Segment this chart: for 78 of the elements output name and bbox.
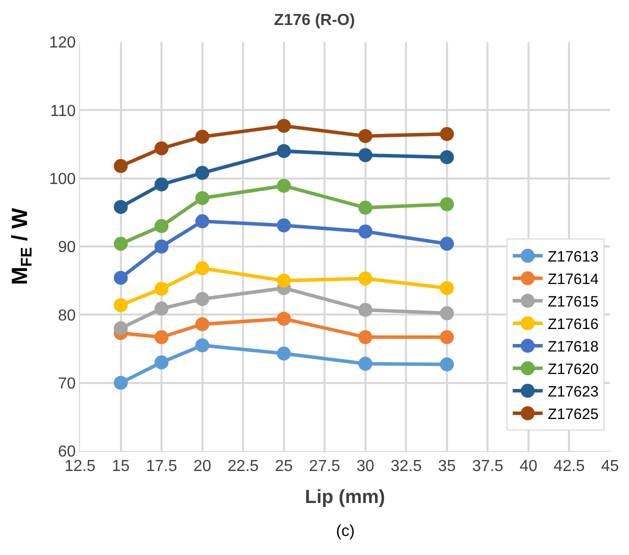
x-tick-label: 17.5 (146, 458, 178, 476)
point (154, 219, 169, 234)
legend-label: Z17615 (548, 294, 599, 311)
point (195, 191, 210, 206)
point (440, 281, 454, 296)
legend-label: Z17613 (548, 248, 599, 266)
point (154, 330, 169, 344)
x-tick-label: 15 (112, 458, 130, 476)
x-tick-label: 30 (356, 458, 374, 476)
point (154, 355, 169, 370)
point (440, 197, 454, 212)
point (276, 218, 291, 232)
point (114, 321, 128, 336)
x-axis-title: Lip (mm) (304, 487, 386, 508)
point (276, 346, 291, 361)
point (195, 166, 210, 180)
x-tick-label: 27.5 (309, 458, 340, 476)
point (358, 330, 372, 344)
x-tick-label: 45 (601, 458, 619, 476)
x-tick-label: 32.5 (390, 458, 422, 476)
point (114, 200, 128, 214)
legend-label: Z17620 (548, 361, 599, 378)
y-tick-label: 100 (49, 170, 76, 188)
point (358, 200, 372, 215)
point (440, 330, 454, 344)
y-tick-label: 80 (58, 307, 76, 324)
legend-label: Z17625 (548, 406, 599, 424)
point (276, 144, 291, 158)
point (154, 302, 169, 316)
point (154, 141, 169, 156)
y-tick-label: 60 (58, 444, 76, 461)
point (154, 240, 169, 254)
point (276, 118, 291, 133)
y-tick-label: 70 (58, 375, 76, 392)
y-tick-label: 120 (49, 34, 76, 52)
point (195, 292, 210, 306)
point (276, 312, 291, 326)
point (358, 356, 372, 371)
chart-title: Z176 (R-O) (274, 12, 355, 30)
x-tick-label: 40 (520, 458, 538, 476)
x-tick-label: 20 (193, 458, 212, 476)
legend-label: Z17618 (548, 338, 599, 356)
x-tick-label: 42.5 (554, 458, 585, 476)
y-tick-label: 90 (58, 239, 76, 256)
point (440, 127, 454, 142)
legend-label: Z17616 (548, 316, 599, 334)
point (440, 357, 454, 372)
x-tick-label: 37.5 (472, 458, 504, 476)
point (154, 177, 169, 192)
point (440, 236, 454, 251)
point (358, 302, 372, 317)
point (440, 150, 454, 164)
point (358, 148, 372, 162)
x-tick-label: 12.5 (64, 458, 96, 476)
point (154, 282, 169, 296)
point (195, 261, 210, 276)
point (358, 129, 372, 144)
point (195, 130, 210, 144)
point (114, 298, 128, 312)
point (195, 317, 210, 332)
point (358, 224, 372, 238)
point (195, 338, 210, 352)
point (276, 274, 291, 288)
point (358, 272, 372, 286)
x-tick-label: 35 (438, 458, 456, 476)
x-tick-label: 25 (274, 458, 293, 476)
point (440, 306, 454, 320)
legend-label: Z17623 (548, 384, 599, 401)
text: (c) (336, 523, 355, 540)
legend-label: Z17614 (548, 271, 599, 288)
point (114, 236, 128, 251)
x-tick-label: 22.5 (228, 458, 259, 476)
point (195, 214, 210, 228)
point (114, 159, 128, 174)
y-tick-label: 110 (50, 102, 76, 120)
point (276, 178, 291, 193)
point (114, 376, 128, 390)
point (114, 270, 128, 285)
